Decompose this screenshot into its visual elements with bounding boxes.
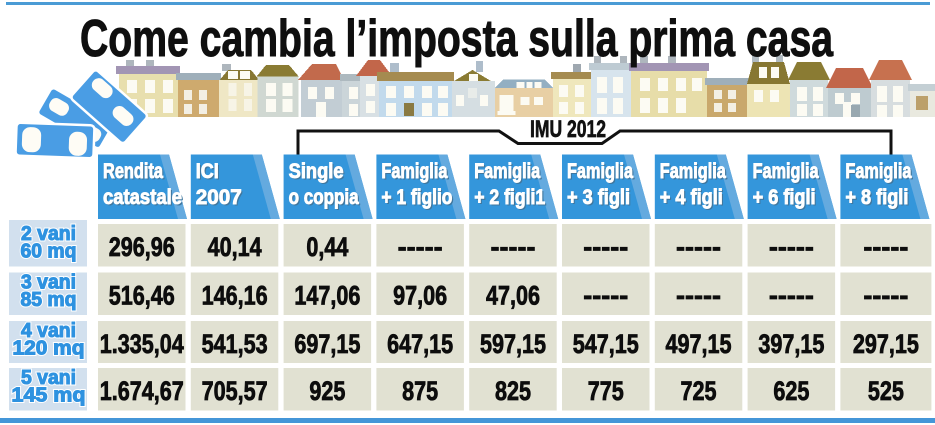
svg-text:4 vani: 4 vani: [21, 320, 76, 342]
svg-text:47,06: 47,06: [486, 281, 540, 311]
svg-text:+ 4 figli: + 4 figli: [661, 188, 724, 211]
svg-text:-----: -----: [769, 232, 814, 262]
svg-text:+ 3 figli: + 3 figli: [567, 186, 630, 209]
svg-text:-----: -----: [863, 232, 908, 262]
svg-text:Famiglia: Famiglia: [567, 160, 633, 183]
svg-text:647,15: 647,15: [387, 329, 453, 359]
svg-text:Famiglia: Famiglia: [754, 162, 820, 185]
svg-text:296,96: 296,96: [109, 232, 175, 262]
svg-text:525: 525: [868, 376, 904, 406]
svg-text:+ 6 figli: + 6 figli: [753, 186, 816, 209]
svg-text:Famiglia: Famiglia: [569, 162, 635, 185]
svg-text:597,15: 597,15: [480, 329, 546, 359]
svg-text:4 vani: 4 vani: [21, 320, 76, 342]
svg-text:o coppia: o coppia: [290, 188, 360, 211]
svg-text:60 mq: 60 mq: [21, 241, 77, 263]
svg-text:60 mq: 60 mq: [21, 241, 77, 263]
svg-text:2 vani: 2 vani: [21, 223, 76, 245]
svg-text:541,53: 541,53: [202, 329, 268, 359]
svg-text:+ 6 figli: + 6 figli: [754, 188, 817, 211]
svg-text:+ 1 figlio: + 1 figlio: [383, 188, 454, 211]
svg-text:-----: -----: [491, 232, 536, 262]
svg-text:0,44: 0,44: [306, 232, 348, 262]
svg-text:-----: -----: [676, 281, 721, 311]
svg-text:85 mq: 85 mq: [21, 289, 77, 311]
svg-text:146,16: 146,16: [202, 281, 268, 311]
svg-text:+ 2 figli1: + 2 figli1: [476, 188, 547, 211]
svg-text:IMU 2012: IMU 2012: [530, 116, 606, 143]
svg-text:1.674,67: 1.674,67: [100, 376, 184, 406]
svg-text:3 vani: 3 vani: [21, 272, 76, 294]
svg-text:875: 875: [402, 376, 438, 406]
svg-text:catastale: catastale: [103, 186, 182, 209]
svg-text:Come cambia l’imposta sulla pr: Come cambia l’imposta sulla prima casa: [80, 10, 834, 68]
svg-text:-----: -----: [863, 281, 908, 311]
svg-text:825: 825: [495, 376, 531, 406]
svg-text:-----: -----: [583, 232, 628, 262]
svg-text:145 mq: 145 mq: [12, 385, 86, 407]
svg-text:+ 4 figli: + 4 figli: [660, 186, 723, 209]
svg-text:97,06: 97,06: [393, 281, 447, 311]
svg-text:145 mq: 145 mq: [12, 385, 86, 407]
svg-text:o coppia: o coppia: [289, 186, 359, 209]
svg-text:725: 725: [681, 376, 717, 406]
svg-text:-----: -----: [769, 281, 814, 311]
svg-text:Famiglia: Famiglia: [660, 160, 726, 183]
svg-text:497,15: 497,15: [666, 329, 732, 359]
svg-text:Famiglia: Famiglia: [661, 162, 727, 185]
svg-text:705,57: 705,57: [202, 376, 268, 406]
svg-text:ICI: ICI: [196, 160, 219, 183]
svg-text:2007: 2007: [196, 186, 242, 209]
svg-text:925: 925: [309, 376, 345, 406]
svg-text:+ 2 figli1: + 2 figli1: [474, 186, 545, 209]
svg-text:516,46: 516,46: [109, 281, 175, 311]
svg-text:Famiglia: Famiglia: [753, 160, 819, 183]
svg-text:1.335,04: 1.335,04: [100, 329, 184, 359]
svg-text:5 vani: 5 vani: [21, 367, 76, 389]
svg-text:Famiglia: Famiglia: [474, 160, 540, 183]
svg-text:397,15: 397,15: [758, 329, 824, 359]
svg-text:625: 625: [773, 376, 809, 406]
svg-text:2007: 2007: [197, 188, 243, 211]
svg-text:2 vani: 2 vani: [21, 223, 76, 245]
svg-text:+ 8 figli: + 8 figli: [845, 186, 908, 209]
svg-text:Famiglia: Famiglia: [845, 160, 911, 183]
svg-text:Famiglia: Famiglia: [476, 162, 542, 185]
svg-text:775: 775: [588, 376, 624, 406]
svg-text:+ 1 figlio: + 1 figlio: [381, 186, 452, 209]
svg-text:-----: -----: [676, 232, 721, 262]
svg-text:120 mq: 120 mq: [13, 338, 85, 360]
svg-text:+ 3 figli: + 3 figli: [569, 188, 632, 211]
svg-text:Rendita: Rendita: [103, 160, 163, 183]
svg-text:120 mq: 120 mq: [13, 338, 85, 360]
svg-text:catastale: catastale: [105, 188, 184, 211]
svg-text:+ 8 figli: + 8 figli: [847, 188, 910, 211]
svg-text:Famiglia: Famiglia: [381, 160, 447, 183]
svg-text:147,06: 147,06: [294, 281, 360, 311]
svg-text:Rendita: Rendita: [105, 162, 165, 185]
svg-text:Single: Single: [289, 160, 344, 183]
svg-text:Famiglia: Famiglia: [383, 162, 449, 185]
svg-text:547,15: 547,15: [573, 329, 639, 359]
svg-text:-----: -----: [398, 232, 443, 262]
svg-text:Single: Single: [290, 162, 345, 185]
svg-text:697,15: 697,15: [294, 329, 360, 359]
svg-text:-----: -----: [583, 281, 628, 311]
svg-text:297,15: 297,15: [853, 329, 919, 359]
svg-text:85 mq: 85 mq: [21, 289, 77, 311]
svg-text:3 vani: 3 vani: [21, 272, 76, 294]
svg-text:40,14: 40,14: [208, 232, 262, 262]
svg-text:Famiglia: Famiglia: [847, 162, 913, 185]
svg-text:5 vani: 5 vani: [21, 367, 76, 389]
svg-text:ICI: ICI: [197, 162, 220, 185]
